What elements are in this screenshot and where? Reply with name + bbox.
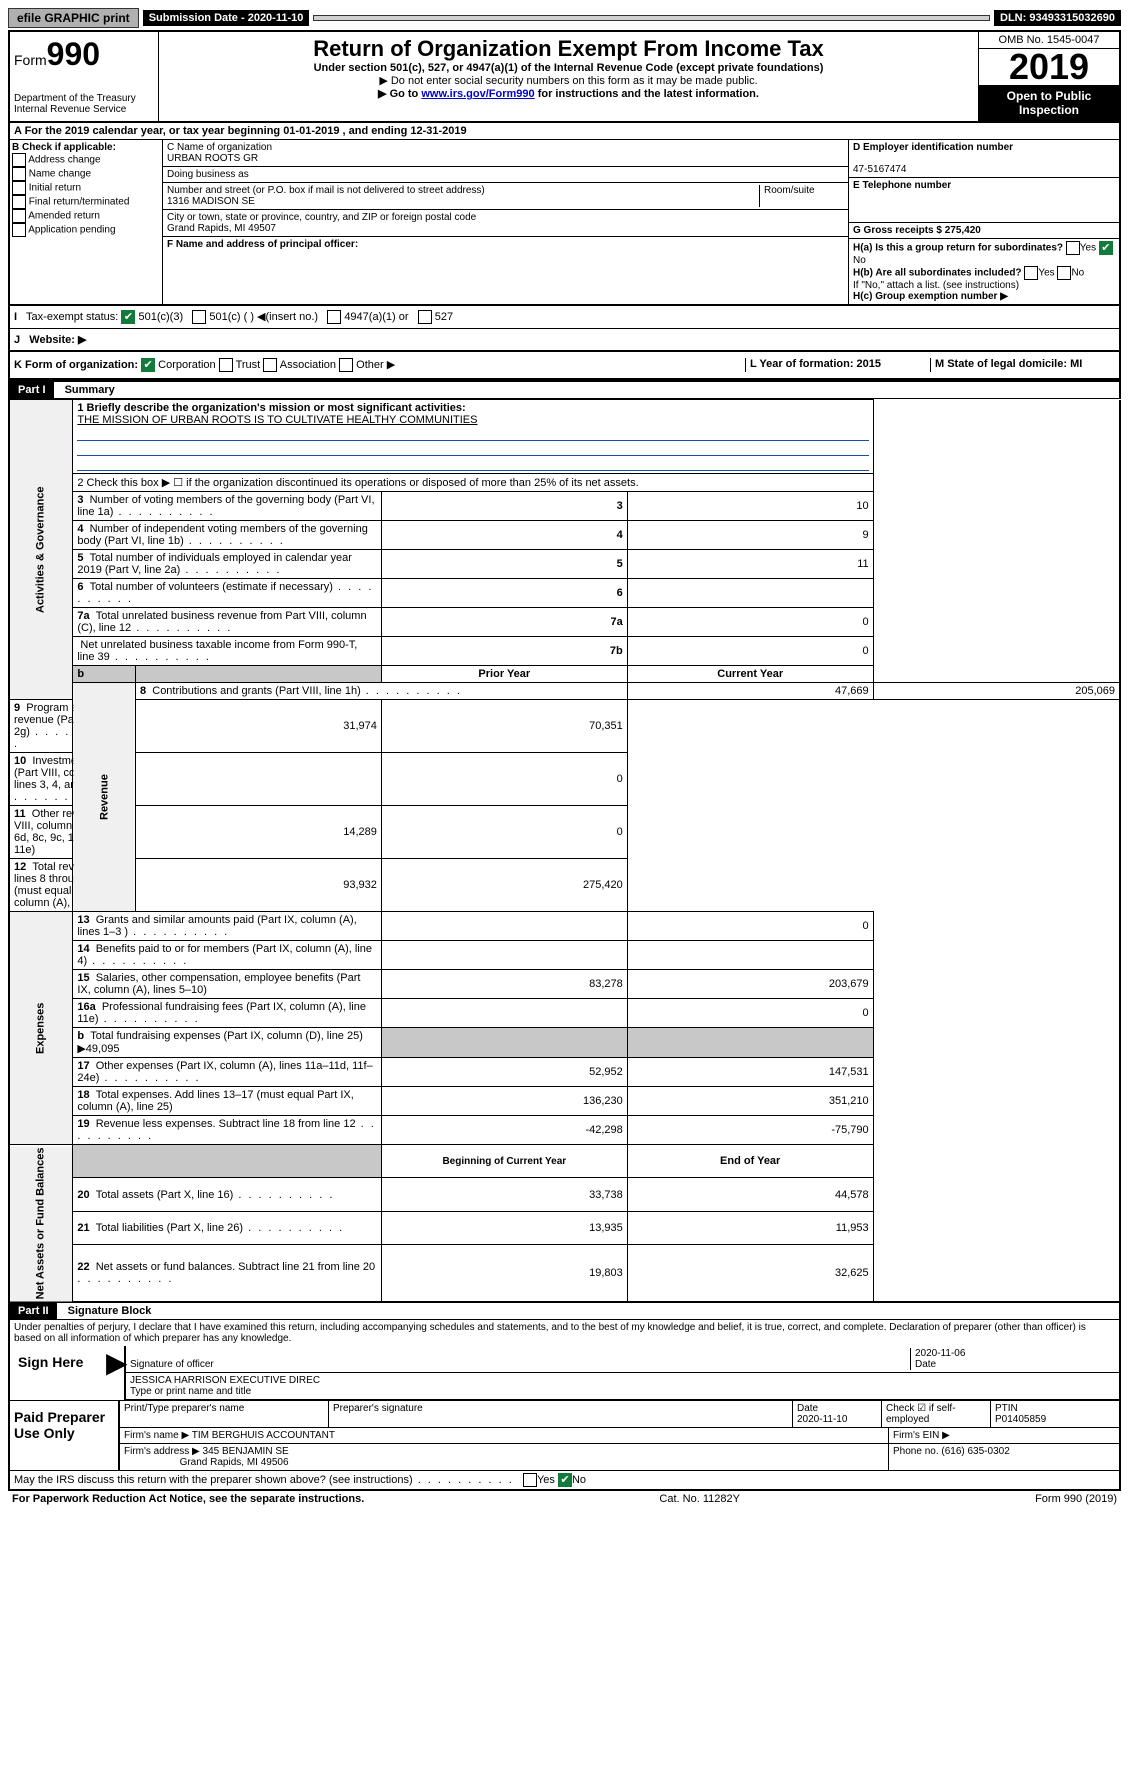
signature-section: Sign Here ▶ Signature of officer 2020-11… [8, 1346, 1121, 1491]
form-sub3: ▶ Go to www.irs.gov/Form990 for instruct… [163, 87, 974, 100]
top-bar: efile GRAPHIC print Submission Date - 20… [8, 8, 1121, 28]
footer: For Paperwork Reduction Act Notice, see … [8, 1491, 1121, 1507]
form-header: Form990 Department of the Treasury Inter… [8, 30, 1121, 123]
part2-header: Part II Signature Block [8, 1303, 1121, 1320]
summary-table: Activities & Governance 1 Briefly descri… [8, 399, 1121, 1303]
open-public: Open to Public Inspection [979, 85, 1119, 121]
row-j: J Website: ▶ [8, 329, 1121, 352]
box-b: B Check if applicable: Address change Na… [10, 140, 163, 304]
section-netassets: Net Assets or Fund Balances [9, 1145, 73, 1302]
part1-header: Part I Summary [8, 380, 1121, 399]
form-sub2: ▶ Do not enter social security numbers o… [163, 74, 974, 87]
period-row: A For the 2019 calendar year, or tax yea… [8, 123, 1121, 140]
row-i: I Tax-exempt status: ✔ 501(c)(3) 501(c) … [8, 306, 1121, 329]
tax-year: 2019 [979, 49, 1119, 85]
box-de: D Employer identification number47-51674… [848, 140, 1119, 304]
irs-link[interactable]: www.irs.gov/Form990 [421, 88, 534, 100]
discuss-row: May the IRS discuss this return with the… [10, 1470, 1119, 1489]
section-governance: Activities & Governance [9, 400, 73, 700]
spacer [313, 15, 990, 21]
perjury-text: Under penalties of perjury, I declare th… [8, 1320, 1121, 1346]
row-k: K Form of organization: ✔ Corporation Tr… [8, 352, 1121, 380]
dept-label: Department of the Treasury Internal Reve… [14, 93, 154, 115]
form-sub1: Under section 501(c), 527, or 4947(a)(1)… [163, 62, 974, 74]
submission-date: Submission Date - 2020-11-10 [143, 10, 310, 26]
form-number: Form990 [14, 36, 154, 73]
box-c: C Name of organizationURBAN ROOTS GR Doi… [163, 140, 848, 304]
dln: DLN: 93493315032690 [994, 10, 1121, 26]
section-revenue: Revenue [73, 683, 136, 912]
efile-btn[interactable]: efile GRAPHIC print [8, 8, 139, 28]
form-title: Return of Organization Exempt From Incom… [163, 36, 974, 62]
section-expenses: Expenses [9, 912, 73, 1145]
entity-block: B Check if applicable: Address change Na… [8, 140, 1121, 306]
